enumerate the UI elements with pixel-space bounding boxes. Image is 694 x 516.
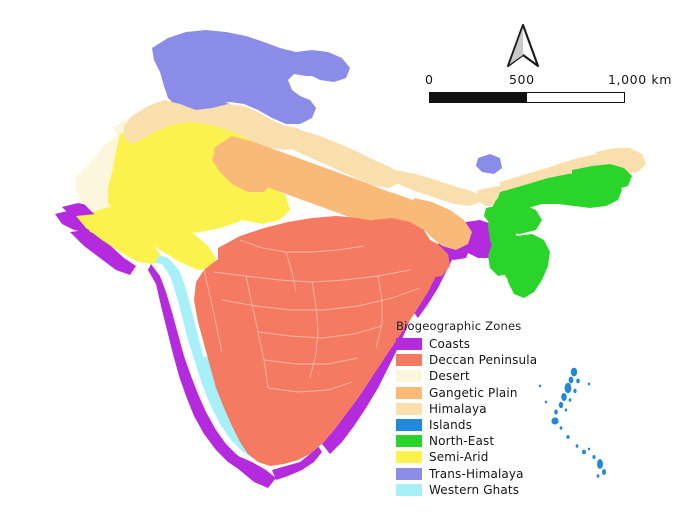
- scale-tick-0: 0: [425, 72, 434, 87]
- island-dot: [575, 444, 579, 448]
- deccan-north-lobe: [218, 216, 404, 268]
- legend-label: Desert: [429, 369, 470, 384]
- trans-himalaya-east-lobe: [296, 50, 350, 82]
- north-east-tripura: [488, 242, 514, 276]
- scale-bar: [429, 92, 625, 103]
- legend-item-north-east: North-East: [396, 433, 576, 449]
- island-dot: [559, 426, 563, 430]
- legend-swatch: [396, 435, 422, 448]
- island-dot: [558, 401, 564, 409]
- deccan-main: [194, 220, 438, 466]
- legend-item-trans-himalaya: Trans-Himalaya: [396, 466, 576, 482]
- scale-bar-segment-empty: [527, 93, 624, 102]
- legend-item-deccan-peninsula: Deccan Peninsula: [396, 352, 576, 368]
- legend-title: Biogeographic Zones: [396, 319, 522, 333]
- island-dot: [544, 400, 548, 404]
- island-dot: [596, 474, 600, 478]
- north-east-meghalaya: [484, 204, 542, 234]
- semi-arid-saurashtra: [76, 214, 160, 264]
- scale-bar-labels: 0 500 1,000 km: [425, 72, 675, 90]
- gangetic-plain-doab: [212, 148, 272, 192]
- legend-item-coasts: Coasts: [396, 336, 576, 352]
- himalaya-west-arc: [124, 100, 306, 150]
- western-ghats-strip: [150, 254, 312, 466]
- legend-label: North-East: [429, 434, 495, 449]
- legend-label: Islands: [429, 418, 473, 433]
- island-dot: [587, 447, 591, 451]
- himalaya-central: [276, 128, 400, 188]
- legend-item-gangetic-plain: Gangetic Plain: [396, 385, 576, 401]
- himalaya-nepal-sikkim: [392, 170, 480, 206]
- legend-label: Coasts: [429, 337, 471, 352]
- legend-swatch: [396, 467, 422, 480]
- island-dot: [576, 378, 580, 384]
- legend-label: Trans-Himalaya: [429, 466, 524, 481]
- legend-swatch: [396, 370, 422, 383]
- island-dot: [573, 388, 577, 394]
- island-dot: [554, 409, 558, 415]
- island-dot: [566, 435, 570, 439]
- north-arrow-icon: [506, 23, 540, 68]
- coasts-saurashtra: [70, 230, 136, 275]
- legend-item-western-ghats: Western Ghats: [396, 482, 576, 498]
- island-dot: [551, 417, 559, 425]
- north-east-manipur-mizoram: [506, 234, 550, 298]
- island-dot: [568, 376, 574, 384]
- legend-swatch: [396, 419, 422, 432]
- deccan-chotanagpur: [372, 218, 430, 248]
- island-dot: [570, 367, 578, 377]
- legend-label: Semi-Arid: [429, 450, 489, 465]
- legend-swatch: [396, 402, 422, 415]
- zone-islands: [538, 367, 606, 478]
- island-dot: [582, 449, 586, 455]
- legend-swatch: [396, 451, 422, 464]
- island-dot: [587, 382, 591, 386]
- coasts-konkan: [148, 264, 246, 470]
- legend-label: Gangetic Plain: [429, 385, 518, 400]
- trans-himalaya-sikkim-patch: [476, 154, 502, 174]
- legend-item-semi-arid: Semi-Arid: [396, 449, 576, 465]
- coasts-kerala-tip: [232, 456, 276, 488]
- trans-himalaya-ladakh: [152, 30, 330, 124]
- state-boundaries: [203, 239, 421, 393]
- island-dot: [568, 398, 572, 402]
- coasts-tamilnadu: [272, 446, 322, 480]
- island-dot: [561, 393, 567, 401]
- scale-tick-1000: 1,000 km: [608, 72, 672, 87]
- island-dot: [602, 469, 606, 475]
- legend-swatch: [396, 386, 422, 399]
- gangetic-plain-bengal: [412, 198, 472, 250]
- legend-item-desert: Desert: [396, 368, 576, 384]
- legend-items: Coasts Deccan Peninsula Desert Gangetic Pla…: [396, 336, 576, 498]
- legend: Biogeographic Zones Coasts Deccan Peninsu…: [396, 319, 576, 498]
- zone-gangetic-plain: [212, 136, 472, 250]
- island-dot: [564, 408, 568, 412]
- legend-swatch: [396, 354, 422, 367]
- legend-label: Deccan Peninsula: [429, 353, 538, 368]
- island-dot: [538, 384, 542, 388]
- semi-arid-gujarat: [92, 206, 216, 270]
- legend-item-islands: Islands: [396, 417, 576, 433]
- legend-swatch: [396, 338, 422, 351]
- island-dot: [564, 382, 572, 394]
- island-dot: [592, 455, 596, 459]
- zone-north-east: [484, 164, 632, 298]
- legend-swatch: [396, 483, 422, 496]
- map-decorations: 0 500 1,000 km: [425, 22, 675, 103]
- legend-item-himalaya: Himalaya: [396, 401, 576, 417]
- north-east-arunachal-upper: [572, 164, 632, 190]
- island-dot: [597, 459, 603, 469]
- scale-bar-segment-filled: [430, 93, 527, 102]
- legend-label: Himalaya: [429, 401, 487, 416]
- legend-label: Western Ghats: [429, 482, 520, 497]
- scale-tick-500: 500: [509, 72, 535, 87]
- zone-deccan-peninsula: [194, 216, 450, 466]
